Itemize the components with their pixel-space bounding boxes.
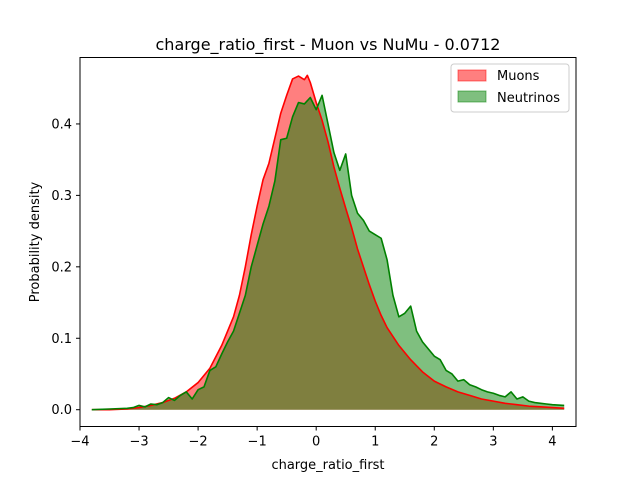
legend-label-muons: Muons xyxy=(497,69,540,84)
legend-swatch-neutrinos xyxy=(457,90,487,103)
y-axis-label: Probability density xyxy=(28,181,43,302)
x-tick-label: 1 xyxy=(371,435,379,450)
x-axis: −4 −3 −2 −1 0 1 2 3 4 xyxy=(70,426,557,450)
legend: Muons Neutrinos xyxy=(450,63,570,113)
plot-frame xyxy=(79,57,577,427)
x-axis-label: charge_ratio_first xyxy=(271,458,384,473)
y-tick-label: 0.0 xyxy=(51,403,72,418)
x-tick-label: −1 xyxy=(248,435,267,450)
x-tick-label: 2 xyxy=(430,435,438,450)
y-axis: 0.0 0.1 0.2 0.3 0.4 xyxy=(51,117,80,418)
series-area-neutrinos xyxy=(91,95,565,410)
series-line-muons xyxy=(91,74,565,411)
y-tick-label: 0.1 xyxy=(51,332,72,347)
legend-label-neutrinos: Neutrinos xyxy=(497,91,560,106)
x-tick-label: 0 xyxy=(312,435,320,450)
y-tick-label: 0.2 xyxy=(51,260,72,275)
y-tick-label: 0.3 xyxy=(51,189,72,204)
x-tick-label: 3 xyxy=(489,435,497,450)
x-tick-label: 4 xyxy=(548,435,556,450)
series-layer xyxy=(91,74,565,411)
chart-title: charge_ratio_first - Muon vs NuMu - 0.07… xyxy=(156,35,501,55)
series-line-neutrinos xyxy=(91,94,565,411)
y-tick-label: 0.4 xyxy=(51,117,72,132)
legend-swatch-muons xyxy=(457,69,487,82)
x-tick-label: −3 xyxy=(129,435,148,450)
x-tick-label: −2 xyxy=(189,435,208,450)
x-tick-label: −4 xyxy=(70,435,89,450)
